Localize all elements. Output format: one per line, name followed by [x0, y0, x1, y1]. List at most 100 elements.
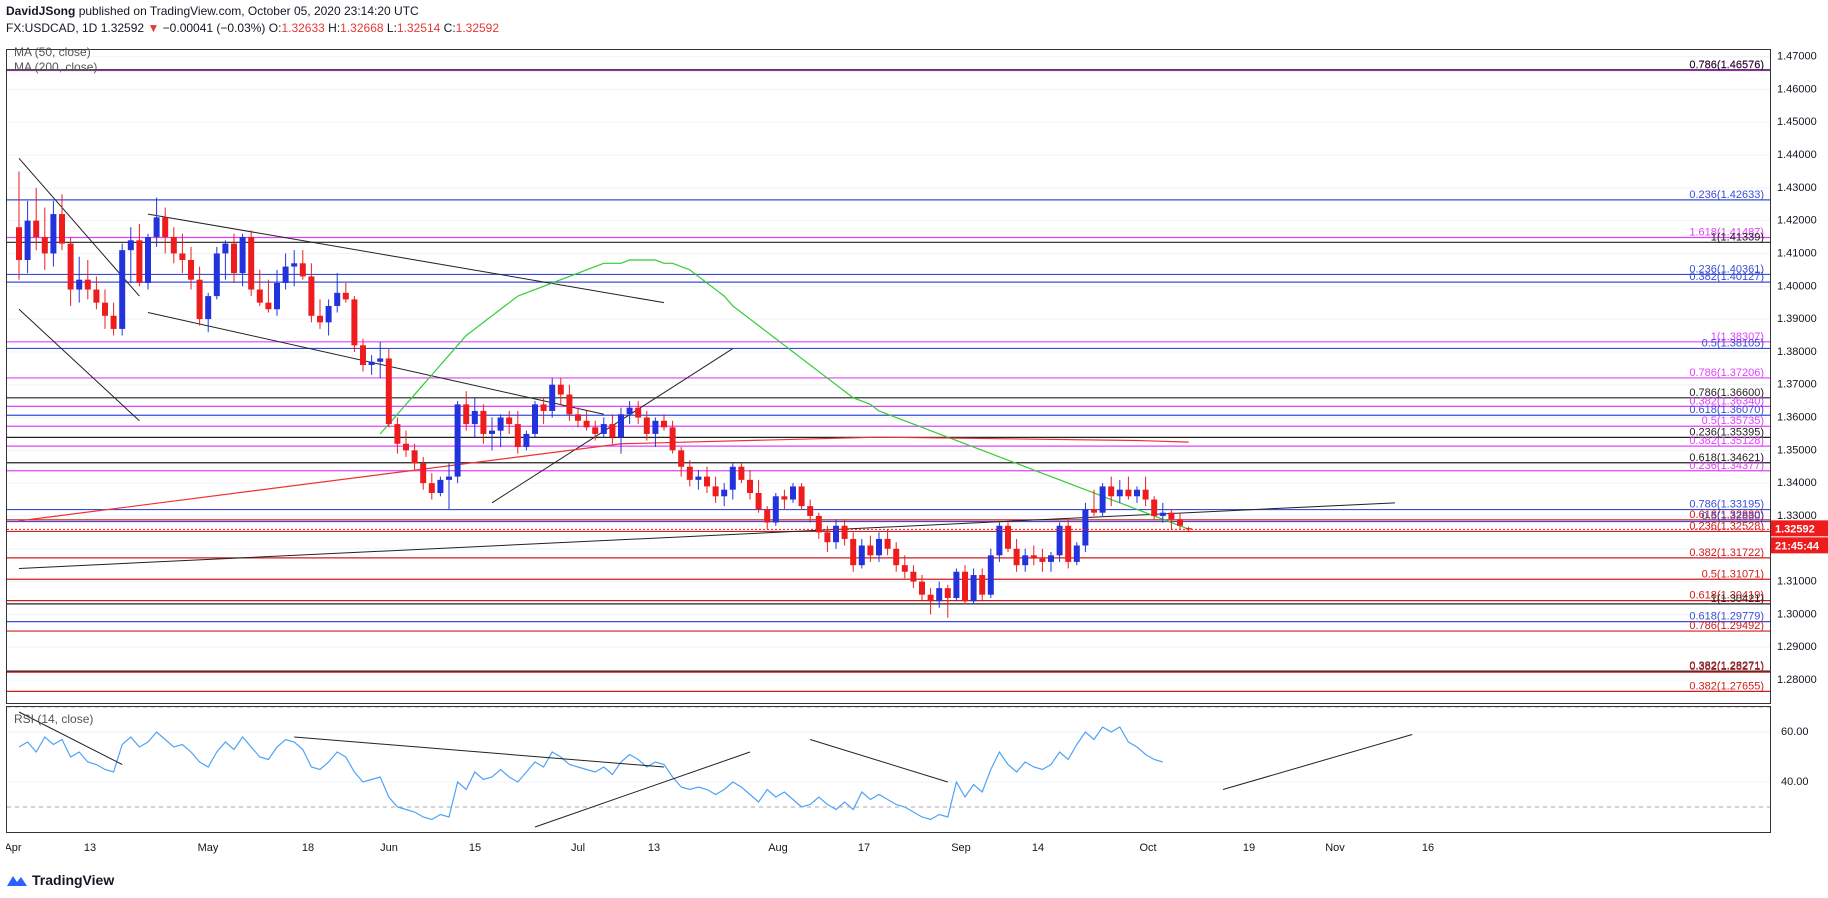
candle-body [308, 276, 315, 316]
candle-body [162, 217, 169, 238]
candle-body [136, 240, 143, 283]
author-name[interactable]: DavidJSong [6, 4, 76, 18]
candle-body [239, 237, 246, 274]
trend-line [18, 502, 1396, 569]
rsi-trend-line [18, 711, 123, 765]
candle-body [170, 237, 177, 254]
candle-body [265, 302, 272, 310]
candle-body [798, 486, 805, 507]
fib-level-label: 0.786(1.29492) [1689, 620, 1764, 632]
candle-body [962, 571, 968, 602]
price-tick-label: 1.39000 [1777, 313, 1817, 325]
ma50-line [379, 259, 1189, 530]
fib-level-label: 0.786(1.46576) [1689, 59, 1764, 71]
candle-body [1177, 519, 1183, 526]
fib-level-label: 0.236(1.32528) [1689, 520, 1764, 532]
time-tick-label: Nov [1325, 842, 1345, 854]
fib-level-label: 1(1.30421) [1711, 593, 1764, 605]
candle-body [1030, 555, 1037, 559]
time-tick-label: Oct [1139, 842, 1156, 854]
candle-body [557, 384, 564, 395]
price-pane[interactable]: 0.786(1.46576) 0.786(1.46576) 0.236(1.4263… [6, 49, 1771, 704]
candle-body [618, 414, 624, 438]
candle-body [1116, 489, 1123, 497]
candle-body [815, 515, 822, 533]
rsi-legend[interactable]: RSI (14, close) [14, 712, 94, 726]
price-tick-label: 1.43000 [1777, 182, 1817, 194]
candle-body [755, 492, 762, 510]
candle-body [205, 296, 212, 320]
ma200-legend[interactable]: MA (200, close) [14, 60, 98, 74]
price-chart[interactable]: 0.786(1.46576)0.786(1.46576)0.236(1.4263… [7, 50, 1770, 703]
fib-level-label: 1(1.41339) [1711, 231, 1764, 243]
price-tick-label: 1.46000 [1777, 83, 1817, 95]
ma50-legend[interactable]: MA (50, close) [14, 45, 91, 59]
fib-level-label: 0.236(1.42633) [1689, 189, 1764, 201]
candle-body [747, 479, 753, 493]
publish-text: published on TradingView.com, October 05… [78, 4, 419, 18]
close-value: 1.32592 [455, 21, 500, 35]
candle-body [523, 433, 530, 448]
rsi-tick-label: 60.00 [1781, 726, 1809, 738]
candle-body [979, 575, 986, 595]
candle-body [643, 417, 650, 434]
price-axis[interactable]: 1.280001.290001.300001.310001.320001.330… [1771, 49, 1828, 833]
rsi-trend-line [1222, 734, 1413, 790]
candle-body [592, 427, 599, 434]
rsi-chart[interactable] [7, 706, 1770, 832]
time-axis-svg[interactable]: Apr 13 May 18 Jun 15 Jul 13 Aug 17 Sep 14 Oct 19 Nov 16 [4, 833, 1771, 861]
rsi-pane[interactable] [6, 706, 1771, 833]
fib-level-label: 1(1.38307) [1711, 331, 1764, 343]
rsi-line [18, 726, 1163, 821]
tradingview-logo[interactable]: TradingView [6, 872, 114, 888]
candle-body [686, 466, 693, 480]
candle-body [764, 509, 771, 523]
fib-level-label: 0.5(1.32830) [1702, 511, 1764, 523]
candle-body [884, 538, 891, 549]
candle-body [282, 266, 289, 283]
candle-body [291, 263, 298, 267]
candle-body [1125, 489, 1132, 497]
candle-body [626, 407, 633, 415]
price-tick-label: 1.44000 [1777, 149, 1817, 161]
high-label: H: [328, 21, 341, 35]
candle-body [712, 486, 719, 497]
candle-body [1005, 525, 1011, 549]
candle-body [1159, 512, 1166, 516]
candle-body [669, 427, 676, 451]
candle-body [59, 214, 65, 244]
price-tick-label: 1.38000 [1777, 346, 1817, 358]
brand-name: TradingView [32, 872, 115, 888]
candle-body [850, 538, 857, 566]
candle-body [411, 450, 418, 464]
ma200-line [18, 436, 1189, 522]
price-axis-svg[interactable]: 1.280001.290001.300001.310001.320001.330… [1771, 49, 1828, 833]
candle-body [652, 420, 659, 434]
fib-level-label: 0.236(1.34377) [1689, 460, 1764, 472]
candle-body [50, 214, 57, 254]
candle-body [996, 525, 1003, 556]
candle-body [600, 424, 607, 434]
countdown-badge [1771, 537, 1828, 554]
candle-body [403, 443, 409, 451]
candle-body [867, 545, 874, 556]
candle-body [721, 489, 728, 497]
time-axis[interactable]: Apr 13 May 18 Jun 15 Jul 13 Aug 17 Sep 14 Oct 19 Nov 16 [4, 833, 1771, 861]
candle-body [437, 479, 444, 493]
price-change: −0.00041 (−0.03%) [162, 21, 266, 35]
candle-body [514, 424, 521, 448]
publish-info: DavidJSong published on TradingView.com,… [6, 4, 419, 18]
price-tick-label: 1.35000 [1777, 444, 1817, 456]
candle-body [583, 420, 590, 428]
candle-body [153, 217, 160, 238]
candle-body [1091, 509, 1097, 513]
price-tick-label: 1.37000 [1777, 379, 1817, 391]
fib-level-label: 0.382(1.28271) [1689, 660, 1764, 672]
candle-body [84, 279, 91, 290]
candle-body [1108, 486, 1115, 497]
price-tick-label: 1.47000 [1777, 51, 1817, 63]
fib-level-label: 0.5(1.31071) [1702, 568, 1764, 580]
candle-body [1039, 558, 1046, 562]
candle-body [1099, 486, 1106, 513]
candle-body [471, 410, 478, 425]
